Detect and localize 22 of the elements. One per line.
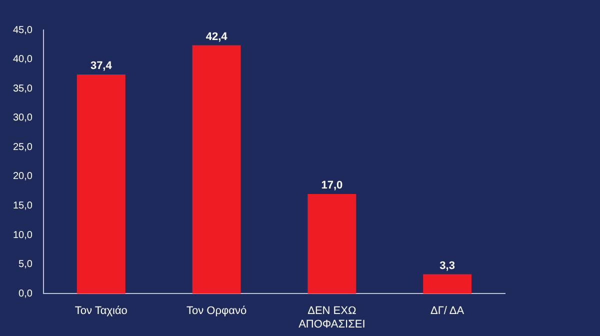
- data-label: 17,0: [321, 180, 343, 192]
- bar: [76, 74, 126, 294]
- y-tick-label: 45,0: [12, 24, 33, 36]
- bar: [192, 45, 241, 294]
- y-tick-label: 25,0: [12, 142, 33, 153]
- y-tick-label: 0,0: [18, 288, 33, 300]
- y-tick-label: 5,0: [18, 259, 33, 270]
- x-tick-label: Τον Ορφανό: [186, 305, 247, 318]
- data-label: 42,4: [206, 30, 228, 43]
- x-tick-label: ΔΓ/ ΔΑ: [430, 305, 465, 318]
- y-tick-label: 20,0: [12, 171, 33, 182]
- data-label: 3,3: [440, 260, 455, 272]
- x-tick-label: ΔΕΝ ΕΧΩ ΑΠΟΦΑΣΙΣΕΙ: [298, 305, 366, 330]
- x-tick-label: Τον Ταχιάο: [74, 305, 128, 318]
- data-label: 37,4: [90, 60, 113, 72]
- bar: [308, 194, 356, 294]
- y-tick-label: 35,0: [12, 83, 33, 94]
- y-tick-label: 10,0: [12, 230, 33, 241]
- y-tick-label: 40,0: [12, 54, 33, 66]
- y-tick-label: 15,0: [12, 200, 33, 212]
- y-tick-label: 30,0: [12, 112, 33, 124]
- bar: [423, 274, 472, 294]
